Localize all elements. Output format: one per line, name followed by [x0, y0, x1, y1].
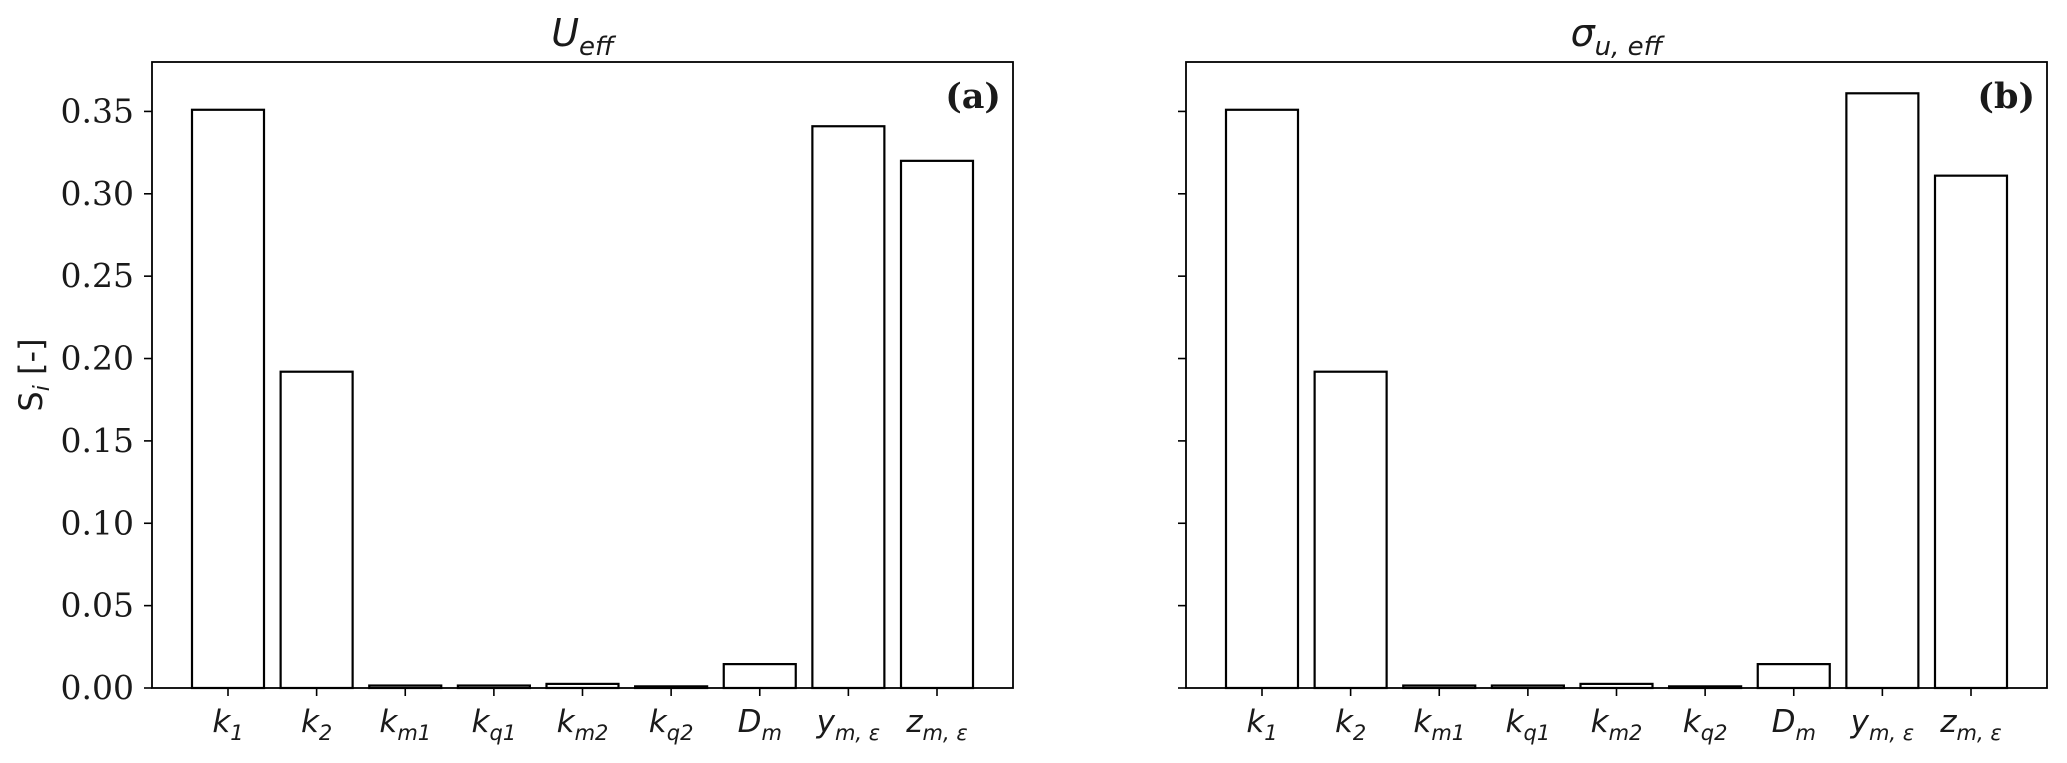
chart-panel-b: k1 k2 km1 kq1 km2 kq2 Dm ym, ε zm, ε σu, eff (b)	[1178, 11, 2048, 745]
y-tick-label: 0.10	[61, 503, 134, 542]
x-tick-label: kq2	[1683, 704, 1728, 745]
x-tick-label: kq1	[1506, 704, 1551, 745]
y-tick-label: 0.20	[61, 339, 134, 378]
x-tick-label: kq2	[649, 704, 694, 745]
y-tick-label: 0.35	[61, 91, 134, 130]
x-tick-label: km1	[1413, 704, 1465, 745]
x-tick-label: k1	[1246, 704, 1277, 745]
bar	[279, 370, 354, 690]
x-tick-label: k2	[301, 704, 332, 745]
y-tick-label: 0.00	[61, 668, 134, 707]
y-tick-label: 0.15	[61, 421, 134, 460]
axes-frame	[151, 61, 1014, 689]
bar	[1845, 92, 1920, 690]
x-tick-label: km2	[1591, 704, 1643, 745]
bar	[190, 108, 266, 690]
bar	[1224, 108, 1300, 690]
y-tick-label: 0.25	[61, 256, 134, 295]
x-tick-label: Dm	[1772, 704, 1816, 745]
x-tick-label: ym, ε	[1850, 704, 1915, 745]
bar	[1313, 370, 1388, 690]
x-tick-label: k2	[1335, 704, 1366, 745]
y-axis-label: Si [-]	[12, 338, 55, 411]
x-tick-label: km2	[557, 704, 609, 745]
panel-label: (b)	[1977, 76, 2035, 117]
x-tick-label: kq1	[472, 704, 517, 745]
panel-label: (a)	[945, 76, 1001, 117]
x-tick-label: ym, ε	[816, 704, 881, 745]
chart-title: Ueff	[551, 11, 617, 62]
bar	[899, 159, 975, 690]
x-tick-label: k1	[212, 704, 243, 745]
bar	[811, 125, 886, 690]
bar	[1933, 174, 2009, 690]
x-tick-label: zm, ε	[905, 704, 967, 745]
x-tick-label: Dm	[738, 704, 782, 745]
x-tick-label: km1	[379, 704, 431, 745]
bar	[722, 663, 797, 690]
y-tick-label: 0.05	[61, 586, 134, 625]
chart-panel-a: k1 k2 km1 kq1 km2 kq2 Dm ym, ε zm, ε 0.00 0.05 0.10…	[12, 11, 1014, 745]
axes-frame	[1185, 61, 2048, 689]
chart-title: σu, eff	[1571, 11, 1666, 62]
y-tick-label: 0.30	[61, 174, 134, 213]
x-tick-label: zm, ε	[1939, 704, 2001, 745]
bar	[1756, 663, 1831, 690]
